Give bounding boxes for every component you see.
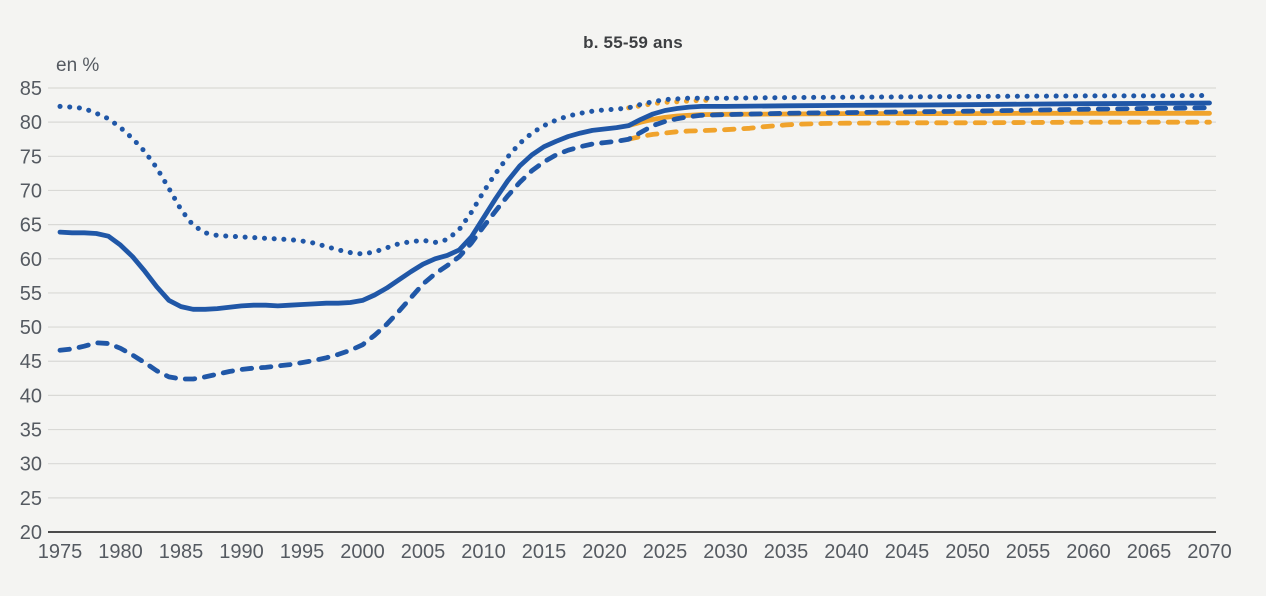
y-tick-label: 70 bbox=[20, 180, 42, 202]
x-tick-label: 2055 bbox=[1006, 541, 1051, 563]
x-tick-label: 1990 bbox=[219, 541, 264, 563]
y-tick-label: 80 bbox=[20, 112, 42, 134]
x-tick-label: 2005 bbox=[401, 541, 446, 563]
y-tick-label: 85 bbox=[20, 78, 42, 100]
x-tick-label: 2010 bbox=[461, 541, 506, 563]
x-tick-label: 2065 bbox=[1127, 541, 1172, 563]
x-tick-label: 2030 bbox=[703, 541, 748, 563]
y-tick-label: 60 bbox=[20, 249, 42, 271]
x-tick-label: 1980 bbox=[98, 541, 143, 563]
x-tick-label: 1975 bbox=[38, 541, 83, 563]
chart-title: b. 55-59 ans bbox=[583, 33, 683, 52]
x-tick-label: 2050 bbox=[945, 541, 990, 563]
x-tick-label: 2045 bbox=[885, 541, 930, 563]
y-axis-unit-label: en % bbox=[56, 55, 100, 76]
x-tick-label: 2040 bbox=[824, 541, 869, 563]
x-tick-label: 2060 bbox=[1066, 541, 1111, 563]
y-tick-label: 65 bbox=[20, 215, 42, 237]
x-tick-label: 2070 bbox=[1187, 541, 1232, 563]
y-tick-label: 45 bbox=[20, 351, 42, 373]
x-tick-label: 2000 bbox=[340, 541, 385, 563]
y-tick-label: 20 bbox=[20, 522, 42, 544]
y-tick-label: 40 bbox=[20, 385, 42, 407]
series-line-orange-dashed bbox=[626, 119, 1212, 142]
y-tick-label: 55 bbox=[20, 283, 42, 305]
x-tick-label: 1985 bbox=[159, 541, 204, 563]
x-tick-label: 2015 bbox=[522, 541, 567, 563]
y-tick-label: 25 bbox=[20, 488, 42, 510]
y-tick-label: 35 bbox=[20, 420, 42, 442]
y-tick-label: 75 bbox=[20, 146, 42, 168]
series-line-blue-dotted bbox=[57, 93, 1212, 257]
y-tick-label: 50 bbox=[20, 317, 42, 339]
series-line-blue-dashed bbox=[57, 105, 1212, 382]
x-tick-label: 2025 bbox=[643, 541, 688, 563]
y-tick-label: 30 bbox=[20, 454, 42, 476]
x-tick-label: 2035 bbox=[764, 541, 809, 563]
x-tick-label: 2020 bbox=[582, 541, 627, 563]
x-tick-label: 1995 bbox=[280, 541, 325, 563]
series-line-blue-solid bbox=[57, 100, 1212, 312]
